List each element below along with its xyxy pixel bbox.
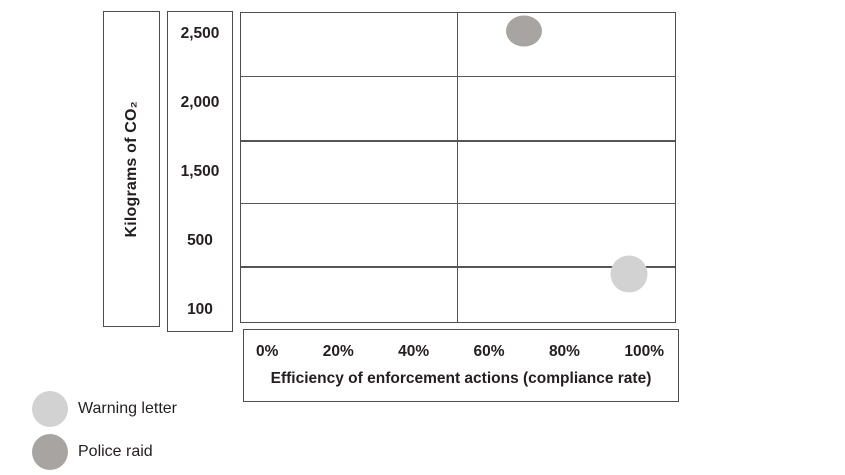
x-tick-5: 100% bbox=[624, 342, 664, 360]
x-tick-1: 20% bbox=[322, 342, 354, 360]
x-tick-3: 60% bbox=[473, 342, 505, 360]
y-tick-3: 500 bbox=[187, 232, 213, 249]
x-axis-box: 0% 20% 40% 60% 80% 100% Efficiency of en… bbox=[243, 329, 679, 402]
y-axis-title-box: Kilograms of CO₂ bbox=[103, 11, 160, 327]
legend-item-warning-letter: Warning letter bbox=[32, 391, 177, 427]
x-tick-2: 40% bbox=[398, 342, 430, 360]
legend-label-warning-letter: Warning letter bbox=[78, 400, 177, 417]
y-tick-0: 2,500 bbox=[180, 25, 220, 42]
y-axis-title: Kilograms of CO₂ bbox=[122, 100, 140, 238]
y-tick-4: 100 bbox=[187, 301, 213, 318]
x-axis-ticks: 0% 20% 40% 60% 80% 100% bbox=[244, 343, 678, 361]
y-axis-ticks-box: 2,500 2,000 1,500 500 100 bbox=[167, 11, 233, 332]
plot-area bbox=[240, 12, 676, 323]
data-point-warning-letter bbox=[610, 255, 648, 293]
legend: Warning letter Police raid bbox=[32, 391, 177, 470]
x-tick-0: 0% bbox=[256, 342, 279, 360]
x-axis-title: Efficiency of enforcement actions (compl… bbox=[270, 370, 652, 388]
legend-label-police-raid: Police raid bbox=[78, 443, 153, 460]
y-tick-1: 2,000 bbox=[180, 94, 220, 111]
legend-item-police-raid: Police raid bbox=[32, 434, 177, 470]
police-raid-swatch-icon bbox=[32, 434, 68, 470]
warning-letter-swatch-icon bbox=[32, 391, 68, 427]
x-tick-4: 80% bbox=[548, 342, 580, 360]
y-tick-2: 1,500 bbox=[180, 163, 220, 180]
gridline-vertical-mid bbox=[457, 13, 459, 322]
data-point-police-raid bbox=[505, 15, 542, 47]
